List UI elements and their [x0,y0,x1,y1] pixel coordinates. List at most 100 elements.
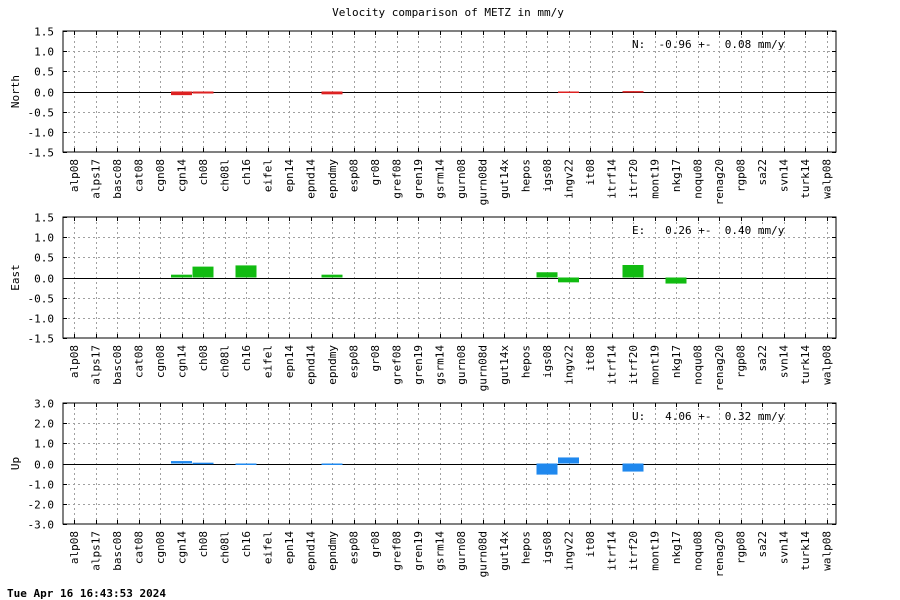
bar-up-igs08 [536,463,558,475]
x-tick-label: noqu08 [692,159,705,199]
x-tick-label: itrf20 [627,531,640,571]
x-tick-label: esp08 [348,159,361,192]
x-tick-label: sa22 [756,345,769,372]
x-tick-label: ch16 [240,345,253,372]
x-tick-label: alps17 [90,159,103,199]
x-tick-label: igs08 [541,159,554,192]
x-tick-label: nkg17 [670,531,683,564]
x-tick-label: cgn14 [176,345,189,378]
x-tick-label: gr08 [369,345,382,372]
y-tick-label: 1.5 [34,26,54,39]
bar-east-ingv22 [558,277,579,283]
x-tick-label: epnd14 [305,345,318,385]
x-tick-label: mont19 [649,159,662,199]
bar-north-cgn14 [171,91,192,96]
x-tick-label: turk14 [799,531,812,571]
x-tick-label: eifel [262,159,275,192]
y-tick-label: 0.5 [34,66,54,79]
x-tick-label: rgp08 [735,345,748,378]
x-tick-label: cgn14 [176,159,189,192]
y-tick-label: 1.0 [34,46,54,59]
y-tick-label: -0.5 [28,293,55,306]
x-tick-label: gurn08d [477,345,490,391]
x-tick-label: alp08 [68,345,81,378]
panel-north: 1.5 1.0 0.5 0.0 -0.5 -1.0 -1.5 alp08 alps17 basc0… [9,26,837,205]
x-tick-label: epndmy [326,345,339,385]
x-tick-label: epn14 [283,531,296,564]
x-tick-label: gut14x [498,345,511,385]
x-tick-label: ch08 [197,345,210,372]
bar-north-ch08 [192,91,214,94]
bar-east-ch16 [235,265,257,278]
y-tick-label: -0.5 [28,107,55,120]
x-tick-label: ch08 [197,531,210,558]
y-tick-label: 0.0 [34,273,54,286]
bar-up-itrf20 [622,463,644,472]
y-tick-label: -1.5 [28,333,55,346]
x-tick-label: gurn08 [455,159,468,199]
x-tick-label: ch08l [219,159,232,192]
x-tick-label: hepos [520,345,533,378]
x-tick-label: gsrm14 [434,345,447,385]
x-tick-label: cat08 [133,531,146,564]
y-tick-label: 0.0 [34,87,54,100]
x-tick-label: eifel [262,345,275,378]
stat-annotation-up: U: 4.06 +- 0.32 mm/y [632,410,785,423]
x-tick-label: itrf14 [606,159,619,199]
x-tick-label: cat08 [133,345,146,378]
chart-title: Velocity comparison of METZ in mm/y [332,6,564,19]
bar-up-epndmy [321,463,343,465]
y-tick-label: 1.0 [34,232,54,245]
x-tick-label: renag20 [713,531,726,577]
bar-east-itrf20 [622,264,644,278]
bar-up-ingv22 [558,457,579,464]
x-tick-label: it08 [584,345,597,372]
x-tick-label: mont19 [649,531,662,571]
x-tick-label: ch08l [219,531,232,564]
x-tick-label: gurn08 [455,345,468,385]
x-tick-label: gurn08d [477,159,490,205]
y-tick-label: 0.0 [34,459,54,472]
x-tick-label: epnd14 [305,159,318,199]
x-tick-label: ch16 [240,159,253,186]
chart-panels: 1.5 1.0 0.5 0.0 -0.5 -1.0 -1.5 alp08 alps17 basc0… [9,26,837,577]
x-tick-label: basc08 [111,345,124,385]
bar-east-ch08 [192,266,214,278]
stat-annotation-north: N: -0.96 +- 0.08 mm/y [632,38,785,51]
x-tick-label: epn14 [283,345,296,378]
x-tick-label: gut14x [498,159,511,199]
x-tick-label: renag20 [713,345,726,391]
x-tick-label: alps17 [90,345,103,385]
x-tick-label: sa22 [756,531,769,558]
y-tick-label: 2.0 [34,418,54,431]
x-tick-label: gref08 [391,531,404,571]
plot-frame-east [62,216,837,339]
y-axis-label-east: East [9,264,22,291]
bar-east-epndmy [321,274,343,278]
x-tick-label: gr08 [369,531,382,558]
x-tick-label: gren19 [412,345,425,385]
stat-annotation-east: E: 0.26 +- 0.40 mm/y [632,224,785,237]
x-tick-label: alp08 [68,531,81,564]
x-tick-label: epndmy [326,531,339,571]
x-tick-label: epnd14 [305,531,318,571]
x-tick-label: esp08 [348,531,361,564]
x-tick-label: epndmy [326,159,339,199]
x-tick-label: sa22 [756,159,769,186]
x-tick-label: nkg17 [670,345,683,378]
bar-north-itrf20 [622,91,644,93]
x-tick-label: gref08 [391,345,404,385]
plot-frame-up [62,402,837,525]
bar-east-igs08 [536,272,558,278]
x-tick-label: noqu08 [692,345,705,385]
x-tick-label: igs08 [541,531,554,564]
bar-up-ch16 [235,463,257,465]
x-tick-label: gurn08 [455,531,468,571]
x-tick-label: gut14x [498,531,511,571]
x-tick-label: ingv22 [563,531,576,571]
y-tick-label: -1.0 [28,313,55,326]
y-tick-label: -1.5 [28,147,55,160]
timestamp-footer: Tue Apr 16 16:43:53 2024 [7,587,166,600]
panel-up: 3.0 2.0 1.0 0.0 -1.0 -2.0 -3.0 alp08 alps17 basc0… [9,398,837,577]
x-tick-label: gsrm14 [434,531,447,571]
